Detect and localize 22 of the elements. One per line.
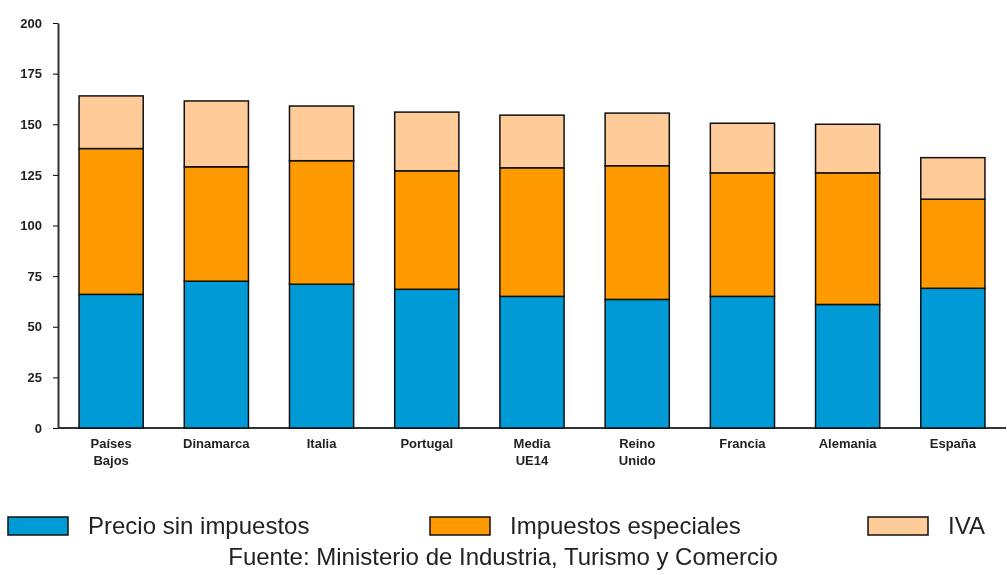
x-tick-label: Países Bajos <box>90 436 132 468</box>
y-tick-label: 50 <box>27 319 42 335</box>
y-tick-label: 200 <box>20 15 42 31</box>
legend-label: Impuestos especiales <box>510 512 741 539</box>
y-tick-label: 125 <box>20 167 42 183</box>
x-tick-label: Media UE14 <box>513 436 552 468</box>
legend-label: IVA <box>948 512 985 539</box>
x-tick-label: Portugal <box>400 436 454 451</box>
y-tick-label: 75 <box>27 268 42 284</box>
x-tick-label: Italia <box>306 436 338 451</box>
y-tick-label: 100 <box>20 218 42 234</box>
x-tick-label: Dinamarca <box>183 436 251 451</box>
y-tick-label: 150 <box>20 116 42 132</box>
x-tick-label: Francia <box>719 436 767 451</box>
x-tick-label: Reino Unido <box>618 436 656 468</box>
legend-label: Precio sin impuestos <box>88 512 310 539</box>
y-tick-label: 0 <box>34 420 42 436</box>
y-tick-label: 175 <box>20 66 42 82</box>
source-note: Fuente: Ministerio de Industria, Turismo y Comercio <box>228 543 778 570</box>
x-tick-label: España <box>929 436 977 451</box>
y-tick-label: 25 <box>27 370 42 386</box>
x-tick-label: Alemania <box>818 436 878 451</box>
